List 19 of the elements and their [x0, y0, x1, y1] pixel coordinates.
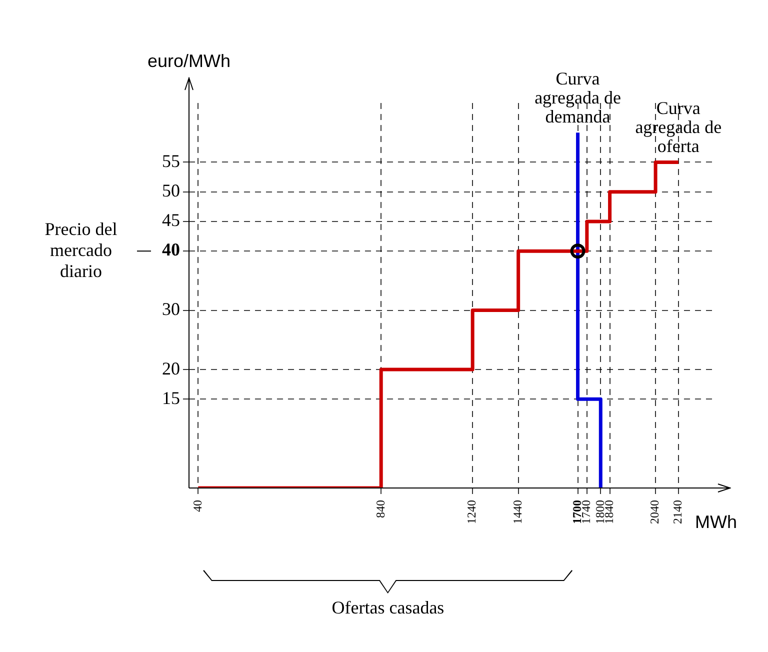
- y-tick-label: 30: [162, 299, 180, 320]
- series-label: Curva agregada de demanda: [534, 68, 622, 127]
- x-tick-label: 1440: [510, 500, 524, 524]
- y-tick-label: 40: [162, 240, 180, 260]
- x-tick-label: 2140: [670, 500, 685, 524]
- x-tick-label: 1240: [464, 500, 479, 524]
- text: Precio del mercado diario: [44, 218, 118, 281]
- x-tick-label: 840: [373, 500, 388, 518]
- y-tick-label: 55: [162, 150, 180, 171]
- y-tick-label: 20: [162, 358, 180, 378]
- x-tick-label: 40: [190, 500, 204, 512]
- x-tick-label: 2040: [648, 500, 662, 524]
- series-label: Curva agregada de oferta: [635, 98, 722, 156]
- y-tick-label: 45: [162, 210, 180, 230]
- x-axis-title: MWh: [695, 512, 737, 532]
- y-axis-title: euro/MWh: [147, 51, 231, 71]
- y-tick-label: 50: [162, 180, 180, 201]
- y-tick-label: 15: [162, 388, 180, 408]
- text: Ofertas casadas: [332, 598, 444, 618]
